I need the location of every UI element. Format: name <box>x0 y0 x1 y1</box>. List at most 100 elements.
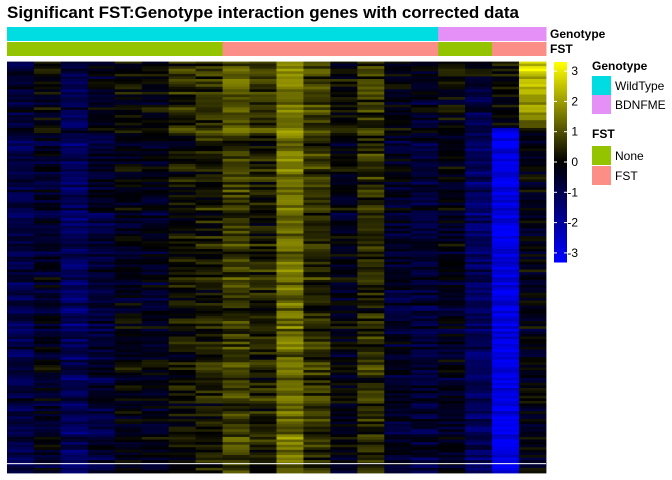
heatmap-cell <box>411 303 439 307</box>
heatmap-cell <box>411 416 439 420</box>
heatmap-cell <box>465 465 493 469</box>
heatmap-cell <box>33 300 62 304</box>
heatmap-cell <box>357 218 385 222</box>
heatmap-cell <box>87 359 116 363</box>
heatmap-cell <box>384 385 412 389</box>
heatmap-cell <box>222 465 250 469</box>
heatmap-cell <box>249 375 277 379</box>
heatmap-cell <box>519 169 547 173</box>
heatmap-cell <box>168 233 197 237</box>
heatmap-cell <box>519 400 547 404</box>
heatmap-cell <box>60 364 89 368</box>
heatmap-cell <box>519 215 547 219</box>
heatmap-cell <box>276 202 304 206</box>
heatmap-cell <box>357 382 385 386</box>
heatmap-cell <box>141 104 170 108</box>
heatmap-cell <box>195 344 223 348</box>
heatmap-cell <box>303 297 331 301</box>
heatmap-cell <box>303 416 331 420</box>
heatmap-cell <box>7 400 35 404</box>
heatmap-cell <box>195 318 223 322</box>
annotation-cell <box>411 42 439 56</box>
heatmap-cell <box>438 125 466 129</box>
heatmap-cell <box>222 442 250 446</box>
heatmap-cell <box>411 122 439 126</box>
heatmap-cell <box>384 158 412 162</box>
heatmap-cell <box>249 344 277 348</box>
heatmap-cell <box>384 290 412 294</box>
heatmap-cell <box>114 364 143 368</box>
heatmap-cell <box>249 248 277 252</box>
heatmap-cell <box>384 444 412 448</box>
heatmap-cell <box>141 215 170 219</box>
heatmap-cell <box>384 400 412 404</box>
heatmap-cell <box>438 359 466 363</box>
heatmap-cell <box>195 125 223 129</box>
heatmap-cell <box>7 248 35 252</box>
heatmap-cell <box>384 228 412 232</box>
heatmap-cell <box>7 303 35 307</box>
heatmap-cell <box>330 449 358 453</box>
heatmap-cell <box>141 71 170 75</box>
heatmap-cell <box>411 305 439 309</box>
heatmap-cell <box>438 295 466 299</box>
heatmap-cell <box>519 73 547 77</box>
heatmap-cell <box>384 382 412 386</box>
heatmap-cell <box>330 220 358 224</box>
heatmap-cell <box>141 269 170 273</box>
heatmap-cell <box>114 66 143 70</box>
heatmap-cell <box>222 94 250 98</box>
heatmap-cell <box>60 63 89 67</box>
colorbar-segment <box>554 154 567 157</box>
heatmap-cell <box>330 292 358 296</box>
heatmap-cell <box>195 431 223 435</box>
heatmap-cell <box>195 248 223 252</box>
heatmap-cell <box>87 279 116 283</box>
heatmap-cell <box>384 277 412 281</box>
heatmap-cell <box>249 372 277 376</box>
heatmap-cell <box>87 431 116 435</box>
heatmap-cell <box>411 161 439 165</box>
heatmap-cell <box>249 331 277 335</box>
heatmap-cell <box>303 449 331 453</box>
heatmap-cell <box>7 236 35 240</box>
heatmap-cell <box>60 457 89 461</box>
heatmap-cell <box>7 305 35 309</box>
heatmap-cell <box>303 465 331 469</box>
heatmap-cell <box>222 187 250 191</box>
heatmap-cell <box>411 274 439 278</box>
heatmap-cell <box>384 61 412 64</box>
heatmap-cell <box>492 176 520 180</box>
heatmap-cell <box>411 215 439 219</box>
heatmap-cell <box>222 341 250 345</box>
heatmap-cell <box>384 323 412 327</box>
heatmap-cell <box>276 161 304 165</box>
heatmap-cell <box>330 339 358 343</box>
heatmap-cell <box>114 120 143 124</box>
heatmap-cell <box>276 143 304 147</box>
heatmap-cell <box>195 367 223 371</box>
heatmap-cell <box>87 107 116 111</box>
heatmap-cell <box>411 449 439 453</box>
heatmap-cell <box>438 89 466 93</box>
heatmap-cell <box>465 130 493 134</box>
heatmap-cell <box>330 382 358 386</box>
heatmap-cell <box>357 460 385 464</box>
heatmap-cell <box>87 434 116 438</box>
heatmap-cell <box>168 465 197 469</box>
heatmap-cell <box>357 84 385 88</box>
heatmap-cell <box>465 99 493 103</box>
heatmap-cell <box>114 282 143 286</box>
heatmap-cell <box>60 156 89 160</box>
heatmap-cell <box>87 460 116 464</box>
heatmap-cell <box>7 148 35 152</box>
heatmap-cell <box>303 241 331 245</box>
heatmap-cell <box>519 272 547 276</box>
heatmap-cell <box>249 339 277 343</box>
heatmap-cell <box>141 290 170 294</box>
heatmap-cell <box>276 125 304 129</box>
heatmap-cell <box>519 156 547 160</box>
colorbar-segment <box>554 260 567 263</box>
heatmap-cell <box>33 390 62 394</box>
heatmap-cell <box>465 385 493 389</box>
